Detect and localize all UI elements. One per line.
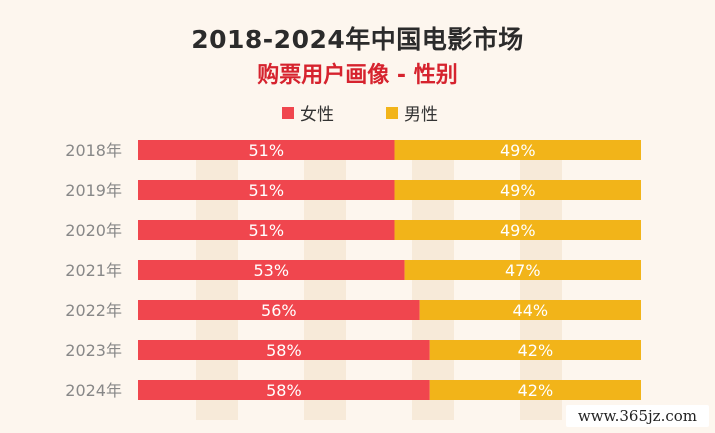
bar-segment-female [138, 140, 395, 160]
legend-item-male: 男性 [386, 100, 438, 125]
bar-segment-female [138, 220, 395, 240]
bar-segment-female [138, 340, 430, 360]
legend-label-male: 男性 [404, 105, 438, 125]
bar-segment-male [394, 220, 641, 240]
bar-segment-female [138, 300, 420, 320]
legend-swatch-female [282, 106, 294, 119]
y-tick-label: 2023年 [65, 341, 122, 360]
data-label-male: 49% [500, 141, 536, 160]
legend-swatch-male [386, 106, 398, 119]
data-label-female: 51% [248, 221, 284, 240]
bar-segment-male [419, 300, 641, 320]
data-label-female: 51% [248, 141, 284, 160]
data-label-male: 47% [505, 261, 541, 280]
chart-subtitle: 购票用户画像 - 性别 [257, 63, 458, 88]
data-label-male: 44% [513, 301, 549, 320]
bar-segment-male [429, 380, 641, 400]
bar-segment-male [404, 260, 641, 280]
y-tick-label: 2020年 [65, 221, 122, 240]
legend-label-female: 女性 [300, 105, 334, 125]
data-label-male: 42% [518, 381, 554, 400]
legend-item-female: 女性 [282, 100, 334, 125]
y-tick-label: 2019年 [65, 181, 122, 200]
y-tick-label: 2018年 [65, 141, 122, 160]
legend: 女性 男性 [0, 100, 715, 125]
bar-segment-female [138, 260, 405, 280]
data-label-female: 51% [248, 181, 284, 200]
y-tick-label: 2021年 [65, 261, 122, 280]
data-label-male: 49% [500, 221, 536, 240]
bar-segment-male [394, 140, 641, 160]
bar-segment-male [394, 180, 641, 200]
data-label-male: 42% [518, 341, 554, 360]
y-tick-label: 2024年 [65, 381, 122, 400]
bar-segment-female [138, 380, 430, 400]
data-label-female: 58% [266, 341, 302, 360]
y-tick-label: 2022年 [65, 301, 122, 320]
data-label-male: 49% [500, 181, 536, 200]
chart-title: 2018-2024年中国电影市场 [191, 25, 524, 54]
data-label-female: 56% [261, 301, 297, 320]
bar-segment-female [138, 180, 395, 200]
bar-segment-male [429, 340, 641, 360]
watermark: www.365jz.com [565, 405, 709, 427]
data-label-female: 58% [266, 381, 302, 400]
data-label-female: 53% [254, 261, 290, 280]
